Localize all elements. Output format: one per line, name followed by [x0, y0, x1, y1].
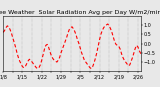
Title: Milwaukee Weather  Solar Radiation Avg per Day W/m2/minute: Milwaukee Weather Solar Radiation Avg pe… [0, 10, 160, 15]
